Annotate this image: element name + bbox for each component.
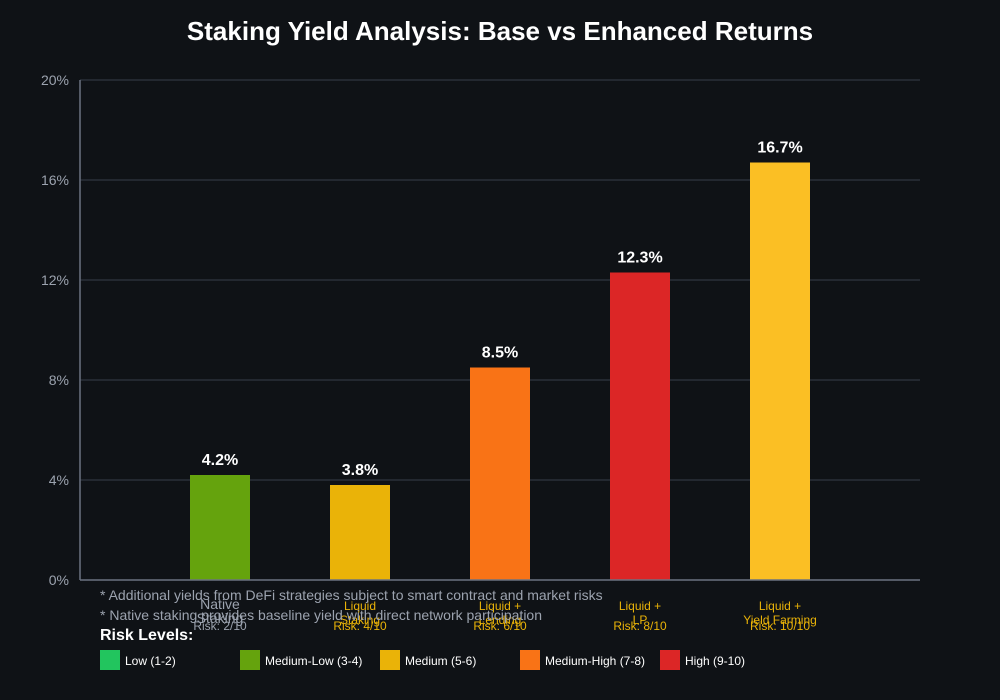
bar-value-label: 3.8% [342,462,378,479]
y-tick-label: 20% [41,72,69,88]
legend-swatch [240,650,260,670]
bar [190,475,250,580]
bar-value-label: 4.2% [202,452,238,469]
footnotes: * Additional yields from DeFi strategies… [100,587,603,623]
bar-value-label: 16.7% [757,140,802,157]
category-label: Lending [479,613,522,627]
category-risk-label: Risk: 4/10 [333,619,387,633]
category-risk-label: Risk: 6/10 [473,619,527,633]
y-tick-label: 8% [49,372,69,388]
bar [610,272,670,580]
category-risk-label: Risk: 8/10 [613,619,667,633]
bar [470,367,530,580]
footnote-1: * Additional yields from DeFi strategies… [100,587,603,603]
bar [750,162,810,580]
legend-label: Low (1-2) [125,654,176,668]
legend-label: High (9-10) [685,654,745,668]
category-label: Staking [197,610,244,626]
legend-swatch [380,650,400,670]
bars [190,162,810,580]
bar-value-label: 8.5% [482,345,518,362]
category-label: LP [633,613,648,627]
bar [330,485,390,580]
legend-swatch [100,650,120,670]
category-label: Staking [340,613,380,627]
footnote-2: * Native staking provides baseline yield… [100,607,542,623]
category-label: Liquid + [479,599,521,613]
value-labels: 4.2% 3.8% 8.5% 12.3% 16.7% [202,140,803,480]
y-tick-label: 16% [41,172,69,188]
bar-value-label: 12.3% [617,250,662,267]
y-tick-label: 4% [49,472,69,488]
category-label: Yield Farming [743,613,817,627]
legend-swatch [520,650,540,670]
y-axis-ticks: 0% 4% 8% 12% 16% 20% [41,72,69,588]
category-label: Native [200,596,240,612]
legend: Low (1-2) Medium-Low (3-4) Medium (5-6) Med… [100,650,745,670]
category-risk-label: Risk: 10/10 [750,619,810,633]
legend-label: Medium (5-6) [405,654,476,668]
axes [79,80,920,581]
legend-label: Medium-Low (3-4) [265,654,362,668]
category-label: Liquid + [619,599,661,613]
category-risk-label: Risk: 2/10 [193,619,247,633]
legend-swatch [660,650,680,670]
category-label: Liquid + [759,599,801,613]
category-label: Liquid [344,599,376,613]
y-tick-label: 0% [49,572,69,588]
y-tick-label: 12% [41,272,69,288]
chart-title: Staking Yield Analysis: Base vs Enhanced… [187,16,813,46]
legend-label: Medium-High (7-8) [545,654,645,668]
legend-title: Risk Levels: [100,627,193,644]
